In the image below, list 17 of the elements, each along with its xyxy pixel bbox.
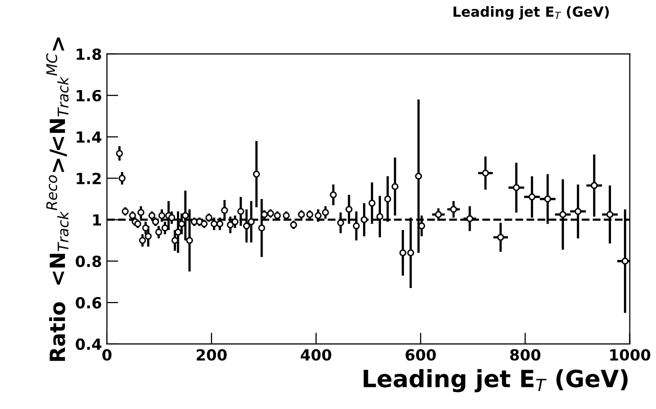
y-tick-label: 0.8 [76, 256, 102, 268]
y-tick-label: 0.6 [76, 297, 102, 309]
x-tick-label: 0 [102, 349, 112, 361]
x-axis-title: Leading jet E$_{T}$ (GeV) [364, 369, 628, 392]
y-tick-label: 1.6 [76, 90, 102, 102]
y-tick-label: 0.4 [76, 338, 102, 350]
x-tick-label: 1000 [610, 349, 650, 361]
x-tick-label: 200 [196, 349, 227, 361]
y-tick-label: 1.2 [76, 172, 101, 184]
y-tick-label: 1 [93, 214, 102, 226]
text: Leading jet E$_{T}$ (GeV) [454, 6, 609, 20]
y-axis-title: Ratio <N$_{Track}$$^{Reco}$>/<N$_{Track}$$^{MC}$> [46, 37, 69, 361]
x-tick-label: 600 [406, 349, 436, 361]
y-tick-label: 1.8 [76, 48, 102, 60]
x-tick-label: 400 [300, 349, 332, 361]
x-tick-label: 800 [510, 349, 540, 361]
y-tick-label: 1.4 [76, 132, 102, 143]
